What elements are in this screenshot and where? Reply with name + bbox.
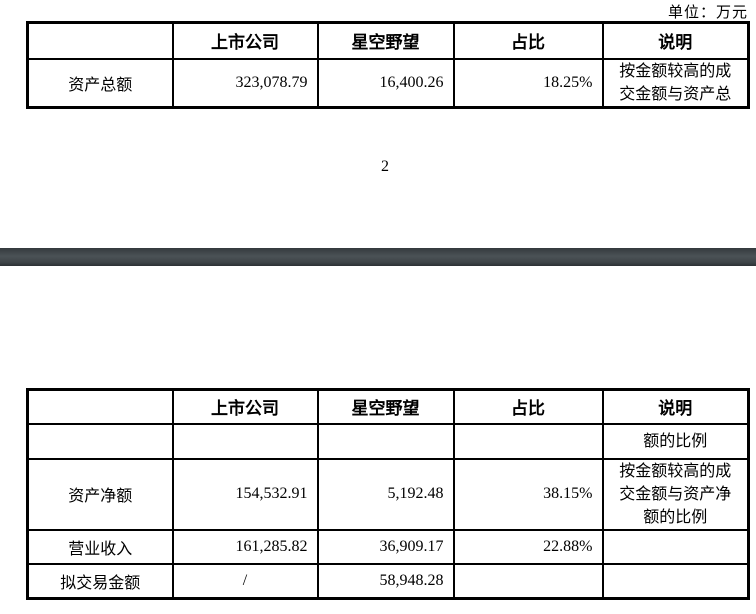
value-listed-company: [171, 422, 319, 460]
comparison-table-page2: 上市公司 星空野望 占比 说明 资产总额 323,078.79 16,400.2…: [26, 21, 750, 109]
column-header-note: 说明: [601, 21, 750, 60]
column-header-ratio: 占比: [452, 21, 604, 60]
table-row-note-continuation: 额的比例: [26, 422, 750, 460]
row-label: [26, 422, 174, 460]
column-header-note: 说明: [601, 388, 750, 425]
row-label: 拟交易金额: [26, 562, 174, 600]
table-row-proposed-transaction-amount: 拟交易金额 / 58,948.28: [26, 562, 750, 600]
row-label: 资产净额: [26, 457, 174, 531]
table-row-operating-revenue: 营业收入 161,285.82 36,909.17 22.88%: [26, 528, 750, 565]
column-header-xingkong-yewang: 星空野望: [316, 21, 455, 60]
column-header-blank: [26, 388, 174, 425]
table-row-net-assets: 资产净额 154,532.91 5,192.48 38.15% 按金额较高的成交…: [26, 457, 750, 531]
value-xingkong-yewang: 16,400.26: [316, 57, 455, 108]
value-note: 额的比例: [601, 422, 750, 460]
page-separator-bar: [0, 248, 756, 266]
comparison-table-page3: 上市公司 星空野望 占比 说明 额的比例 资产净额 154,532.91 5,1…: [26, 388, 750, 600]
value-note: [601, 562, 750, 600]
table-header-row: 上市公司 星空野望 占比 说明: [26, 21, 750, 60]
value-ratio: 22.88%: [452, 528, 604, 565]
value-listed-company: 323,078.79: [171, 57, 319, 108]
value-listed-company: 154,532.91: [171, 457, 319, 531]
value-ratio: 18.25%: [452, 57, 604, 108]
value-note: [601, 528, 750, 565]
unit-label: 单位：万元: [667, 5, 748, 21]
table-row-total-assets: 资产总额 323,078.79 16,400.26 18.25% 按金额较高的成…: [26, 57, 750, 108]
column-header-xingkong-yewang: 星空野望: [316, 388, 455, 425]
value-note: 按金额较高的成交金额与资产净额的比例: [601, 457, 750, 531]
row-label: 营业收入: [26, 528, 174, 565]
value-ratio: 38.15%: [452, 457, 604, 531]
value-xingkong-yewang: 58,948.28: [316, 562, 455, 600]
column-header-listed-company: 上市公司: [171, 388, 319, 425]
value-listed-company: 161,285.82: [171, 528, 319, 565]
value-xingkong-yewang: 36,909.17: [316, 528, 455, 565]
value-listed-company: /: [171, 562, 319, 600]
row-label: 资产总额: [26, 57, 174, 108]
page-number: 2: [381, 158, 389, 175]
value-ratio: [452, 422, 604, 460]
column-header-blank: [26, 21, 174, 60]
value-xingkong-yewang: 5,192.48: [316, 457, 455, 531]
value-xingkong-yewang: [316, 422, 455, 460]
value-note: 按金额较高的成交金额与资产总: [601, 57, 750, 108]
table-header-row: 上市公司 星空野望 占比 说明: [26, 388, 750, 425]
column-header-ratio: 占比: [452, 388, 604, 425]
column-header-listed-company: 上市公司: [171, 21, 319, 60]
value-ratio: [452, 562, 604, 600]
